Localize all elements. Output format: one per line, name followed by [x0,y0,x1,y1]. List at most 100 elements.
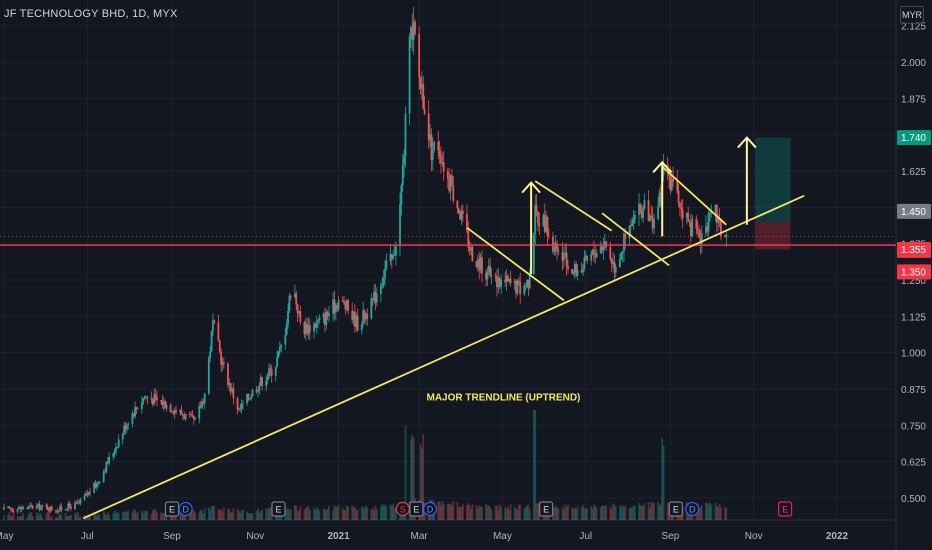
volume-bar [217,509,220,520]
price-axis[interactable]: 0.5000.6250.7500.8751.0001.1251.2501.375… [897,22,931,505]
candle-body [408,36,411,114]
volume-bar [209,510,212,520]
volume-bar [136,512,139,520]
event-marker-e[interactable]: E [668,501,683,517]
candle-body [337,300,340,310]
candle-body [334,305,337,313]
candle-body [647,200,650,222]
volume-bar [582,504,584,520]
volume-bar [363,507,366,520]
candle-body [527,279,530,289]
candle-body [116,447,119,449]
volume-bar [220,509,223,520]
candle-body [410,27,412,37]
candle-body [67,503,70,511]
volume-bar [153,508,156,520]
candle-body [191,414,194,416]
volume-bar [573,507,576,520]
candle-body [452,185,455,201]
volume-bar [706,503,709,520]
currency-badge[interactable]: MYR [900,6,924,24]
volume-bar [295,505,298,520]
volume-bar [328,505,330,520]
candle-body [280,344,283,347]
volume-bar [322,508,325,520]
candle-body [677,190,680,203]
volume-bar [20,516,23,520]
candle-body [582,268,584,273]
volume-bar [479,506,482,520]
event-marker-d[interactable]: D [685,501,700,517]
candle-body [356,315,359,331]
volume-bar [459,506,462,520]
candle-body [595,253,598,258]
candle-body [142,398,145,403]
candle-body [201,401,203,408]
volume-bar [89,514,91,520]
candle-body [153,394,156,405]
time-axis[interactable]: May Jul Sep Nov 2021 Mar May Jul Sep Nov 2022 [0,531,849,542]
volume-bar [412,437,415,520]
volume-bar [59,513,61,520]
candle-body [59,506,61,511]
volume-bar [38,512,41,520]
candle-body [351,310,354,320]
event-marker-e[interactable]: E [539,501,554,517]
candle-body [97,482,100,484]
candle-body [519,282,522,295]
volume-bar [362,508,365,520]
candle-body [687,213,690,222]
event-marker-d[interactable]: D [178,501,193,517]
candle-body [442,162,445,172]
event-marker-e[interactable]: E [271,501,286,517]
candle-body [658,192,661,206]
volume-bar [117,513,120,520]
candle-body [593,249,595,256]
candle-body [422,84,425,109]
candle-body [448,178,451,192]
candle-body [384,268,386,279]
y-tick-label: 0.500 [901,494,926,505]
volume-bar [466,504,468,520]
candle-body [171,412,173,413]
candle-body [162,401,165,405]
volume-bar [261,509,263,520]
volume-bar [222,507,225,520]
volume-bar [31,515,34,520]
y-tick-label: 2.125 [901,22,926,33]
event-marker-d[interactable]: D [422,501,438,517]
volume-bar [571,507,573,520]
candle-body [653,218,655,229]
volume-bar [366,507,369,520]
candle-body [685,213,688,218]
candle-body [633,214,636,219]
event-marker-label: E [413,505,419,515]
candle-body [240,403,243,409]
candle-body [39,507,42,511]
event-marker-s[interactable]: S [395,501,410,517]
volume-bar [564,504,567,520]
candle-body [207,357,210,394]
event-marker-e[interactable]: E [778,501,793,517]
volume-bar [74,512,76,520]
volume-bar [246,511,248,520]
event-marker-e[interactable]: E [164,501,180,517]
candle-body [475,261,478,267]
volume-bar [575,509,578,520]
event-marker-e[interactable]: E [409,501,424,517]
candle-body [629,225,632,227]
candle-body [317,319,319,322]
candle-body [412,21,415,40]
volume-bar [583,508,586,520]
price-label-bg [897,264,931,280]
candle-body [705,226,707,233]
candle-body [375,294,378,303]
volume-bar [347,506,350,520]
candle-body [506,275,509,282]
earnings-marker-shape [271,501,286,517]
candle-body [382,278,385,284]
candle-body [161,400,164,405]
candle-body [564,252,567,256]
